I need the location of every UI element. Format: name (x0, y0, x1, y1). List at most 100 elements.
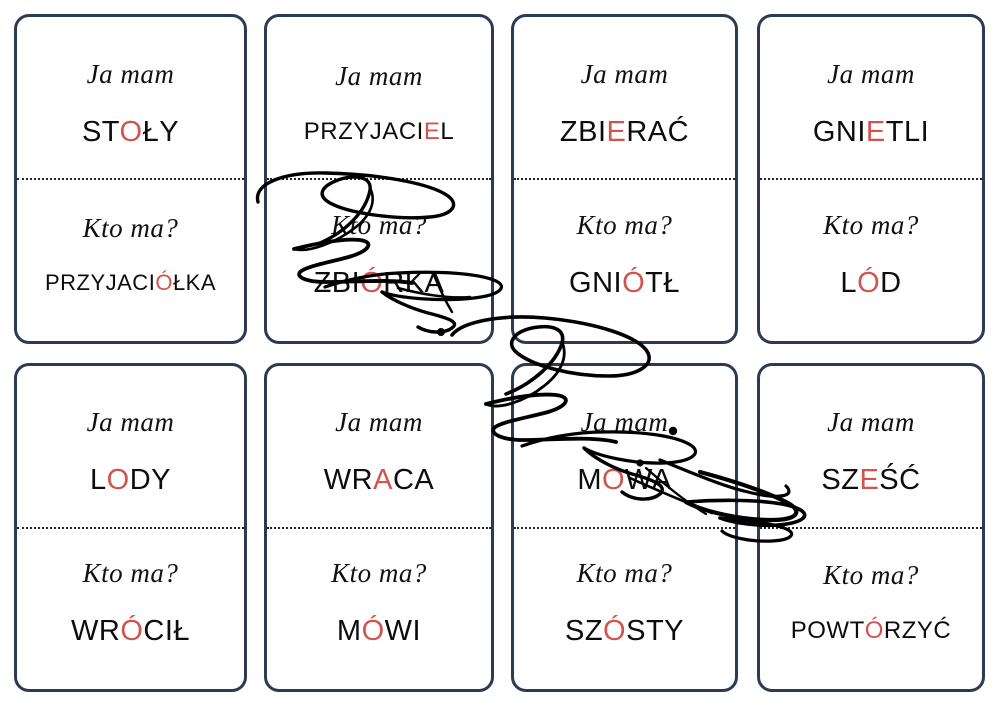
card-6-top: Ja mam WRACA (267, 366, 491, 527)
card-3-question-after: TŁ (645, 266, 680, 299)
card-5-answer-after: DY (129, 464, 171, 497)
card-8-have-label: Ja mam (827, 407, 915, 438)
card-1-question-highlight: Ó (155, 270, 173, 295)
card-4-question-highlight: Ó (857, 266, 881, 299)
card-3[interactable]: Ja mam ZBIERAĆ Kto ma? GNIÓTŁ (511, 14, 738, 344)
card-8-top: Ja mam SZEŚĆ (760, 366, 982, 527)
card-5-question-before: WR (70, 614, 121, 647)
card-1-divider (17, 178, 244, 180)
card-8-answer-after: ŚĆ (879, 464, 921, 497)
card-8-question-highlight: Ó (864, 617, 884, 645)
card-8-question-after: RZYĆ (883, 617, 952, 645)
card-4-have-label: Ja mam (827, 58, 915, 89)
card-1-answer: STOŁY (81, 115, 179, 148)
card-3-bottom: Kto ma? GNIÓTŁ (514, 180, 735, 341)
card-1-have-label: Ja mam (86, 58, 175, 89)
card-5-ask-label: Kto ma? (82, 557, 179, 588)
card-2-question-highlight: Ó (360, 266, 384, 299)
card-8-ask-label: Kto ma? (823, 560, 919, 591)
card-7-divider (514, 526, 735, 529)
card-5-answer-highlight: O (106, 464, 130, 497)
card-5-divider (17, 526, 244, 529)
card-5-answer-before: L (90, 464, 107, 497)
card-2-answer-highlight: E (423, 118, 441, 145)
card-3-top: Ja mam ZBIERAĆ (514, 17, 735, 178)
card-7-ask-label: Kto ma? (576, 557, 673, 588)
card-4-answer: GNIETLI (812, 115, 929, 148)
card-3-ask-label: Kto ma? (576, 209, 673, 240)
card-4-ask-label: Kto ma? (823, 209, 919, 240)
card-6[interactable]: Ja mam WRACA Kto ma? MÓWI (264, 363, 494, 692)
card-7-question: SZÓSTY (564, 614, 685, 647)
card-1-bottom: Kto ma? PRZYJACIÓŁKA (17, 180, 244, 341)
card-4-question-before: L (840, 266, 858, 299)
card-2[interactable]: Ja mam PRZYJACIEL Kto ma? ZBIÓRKA (264, 14, 494, 344)
card-3-question-highlight: Ó (622, 266, 646, 299)
card-2-question: ZBIÓRKA (313, 266, 445, 299)
card-6-question: MÓWI (336, 614, 422, 647)
card-8-divider (760, 526, 982, 529)
card-2-top: Ja mam PRZYJACIEL (267, 17, 491, 178)
card-4[interactable]: Ja mam GNIETLI Kto ma? LÓD (757, 14, 985, 344)
card-6-answer-after: CA (392, 464, 435, 497)
card-6-have-label: Ja mam (335, 407, 423, 438)
card-5-question: WRÓCIŁ (70, 614, 191, 647)
card-1[interactable]: Ja mam STOŁY Kto ma? PRZYJACIÓŁKA (14, 14, 247, 344)
card-4-answer-before: GNI (812, 115, 866, 148)
card-3-answer-after: RAĆ (626, 115, 690, 148)
card-3-answer-highlight: E (606, 115, 627, 148)
card-8-answer-before: SZ (821, 464, 860, 497)
card-4-answer-highlight: E (865, 115, 886, 148)
card-4-bottom: Kto ma? LÓD (760, 180, 982, 341)
card-1-question-before: PRZYJACI (44, 270, 156, 295)
card-5-question-highlight: Ó (120, 614, 144, 647)
card-5-have-label: Ja mam (86, 407, 175, 438)
card-6-answer-highlight: A (373, 464, 393, 497)
card-2-ask-label: Kto ma? (331, 209, 427, 240)
card-7[interactable]: Ja mam MOWA Kto ma? SZÓSTY (511, 363, 738, 692)
card-8-answer: SZEŚĆ (821, 466, 920, 495)
card-8[interactable]: Ja mam SZEŚĆ Kto ma? POWTÓRZYĆ (757, 363, 985, 692)
card-1-question: PRZYJACIÓŁKA (45, 272, 216, 294)
card-2-answer: PRZYJACIEL (304, 120, 454, 144)
card-3-have-label: Ja mam (580, 58, 669, 89)
card-1-question-after: ŁKA (172, 270, 217, 295)
card-6-answer-before: WR (323, 464, 374, 497)
card-7-answer-after: WA (625, 464, 672, 497)
card-6-question-highlight: Ó (361, 614, 385, 647)
card-4-top: Ja mam GNIETLI (760, 17, 982, 178)
card-3-divider (514, 178, 735, 180)
card-4-question: LÓD (840, 266, 901, 299)
card-8-bottom: Kto ma? POWTÓRZYĆ (760, 529, 982, 690)
card-5-question-after: CIŁ (143, 614, 191, 647)
card-5[interactable]: Ja mam LODY Kto ma? WRÓCIŁ (14, 363, 247, 692)
card-2-question-after: RKA (383, 266, 445, 299)
card-8-question-before: POWT (790, 617, 865, 645)
card-1-answer-before: ST (81, 115, 120, 148)
card-6-question-before: M (336, 614, 362, 647)
card-3-answer-before: ZBI (559, 115, 607, 148)
card-2-bottom: Kto ma? ZBIÓRKA (267, 180, 491, 341)
card-7-question-after: STY (626, 614, 685, 647)
card-2-question-before: ZBI (313, 266, 361, 299)
card-7-question-before: SZ (564, 614, 604, 647)
card-6-question-after: WI (384, 614, 422, 647)
card-2-answer-before: PRZYJACI (303, 118, 424, 145)
card-4-divider (760, 178, 982, 180)
card-3-answer: ZBIERAĆ (559, 115, 690, 148)
card-1-ask-label: Kto ma? (82, 213, 179, 243)
card-3-question-before: GNI (569, 266, 623, 299)
card-8-answer-highlight: E (859, 464, 880, 497)
card-8-question: POWTÓRZYĆ (791, 619, 952, 643)
card-6-bottom: Kto ma? MÓWI (267, 529, 491, 690)
card-1-top: Ja mam STOŁY (17, 17, 244, 178)
card-3-question: GNIÓTŁ (569, 266, 680, 299)
card-5-answer: LODY (90, 466, 171, 495)
card-7-answer-highlight: O (601, 464, 626, 497)
card-5-bottom: Kto ma? WRÓCIŁ (17, 529, 244, 690)
card-7-have-label: Ja mam (580, 407, 669, 438)
card-7-top: Ja mam MOWA (514, 366, 735, 527)
card-6-ask-label: Kto ma? (331, 557, 427, 588)
card-7-answer-before: M (577, 464, 602, 497)
